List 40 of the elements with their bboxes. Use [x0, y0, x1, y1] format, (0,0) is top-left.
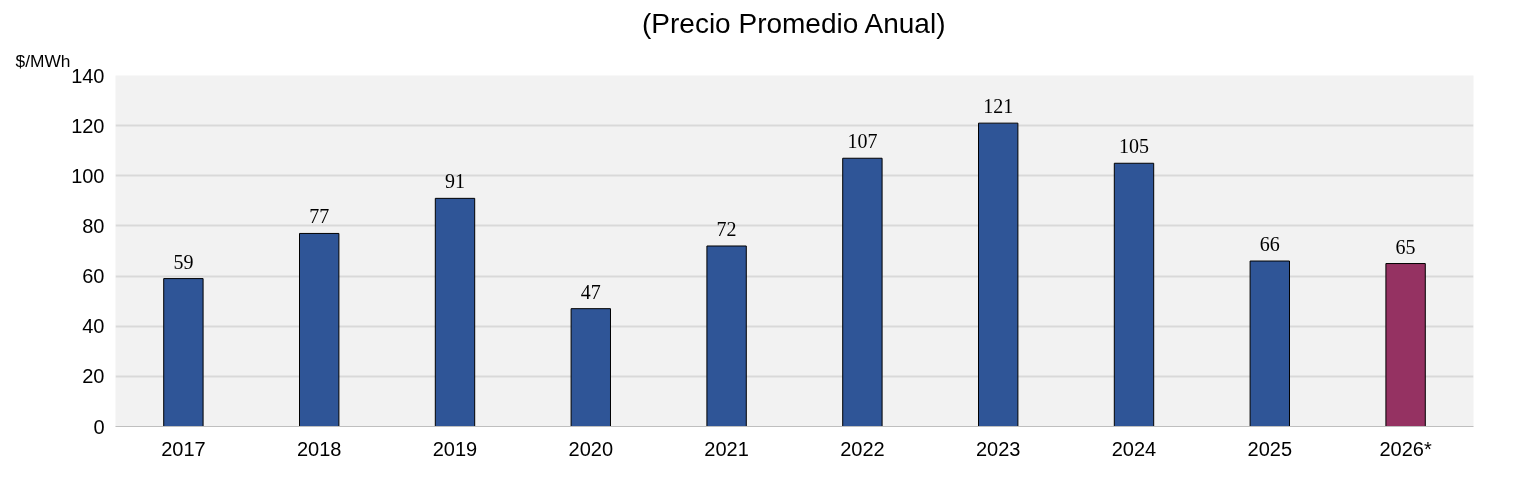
data-label: 59 — [173, 250, 194, 273]
y-tick-label: 60 — [82, 265, 105, 288]
data-label: 121 — [983, 95, 1014, 118]
y-tick-label: 80 — [82, 214, 105, 237]
data-label: 77 — [309, 205, 330, 228]
bar — [706, 245, 747, 427]
data-label: 91 — [445, 170, 465, 193]
y-tick-label: 100 — [71, 164, 105, 187]
x-tick-label: 2020 — [568, 437, 614, 460]
bar — [434, 197, 476, 427]
data-label: 105 — [1119, 135, 1149, 158]
bar — [299, 232, 340, 427]
x-tick-label: 2025 — [1247, 437, 1293, 460]
data-label: 65 — [1395, 235, 1416, 258]
y-tick-label: 20 — [82, 365, 105, 388]
bar — [978, 122, 1019, 427]
y-axis-title: $/MWh — [15, 50, 71, 71]
bar — [1113, 162, 1155, 427]
x-tick-label: 2026* — [1379, 437, 1432, 460]
y-tick-label: 0 — [93, 415, 105, 438]
x-tick-label: 2017 — [161, 437, 206, 460]
bar — [842, 157, 883, 427]
chart-title: (Precio Promedio Anual) — [641, 7, 946, 39]
x-tick-label: 2019 — [432, 437, 478, 460]
bar — [570, 308, 611, 427]
data-label: 72 — [716, 217, 737, 240]
bar — [163, 278, 204, 427]
x-tick-label: 2023 — [975, 437, 1021, 460]
bar — [1385, 263, 1426, 427]
y-tick-label: 40 — [82, 315, 105, 338]
data-label: 107 — [847, 130, 878, 153]
data-label: 66 — [1259, 233, 1280, 256]
x-tick-label: 2021 — [704, 437, 749, 460]
bar — [1249, 260, 1290, 427]
x-tick-label: 2022 — [840, 437, 885, 460]
data-label: 47 — [580, 280, 601, 303]
y-tick-label: 140 — [71, 64, 105, 87]
x-tick-label: 2018 — [296, 437, 342, 460]
x-tick-label: 2024 — [1111, 437, 1157, 460]
y-tick-label: 120 — [71, 114, 105, 137]
